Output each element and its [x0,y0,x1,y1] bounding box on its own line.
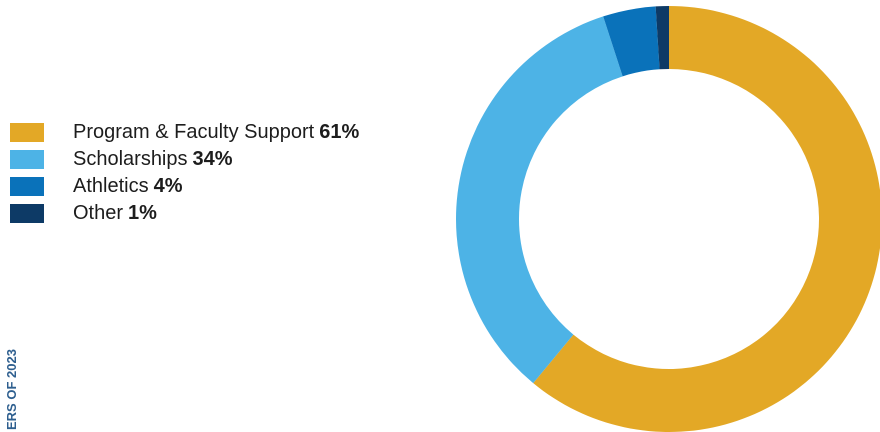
legend-percent: 34% [192,148,233,170]
legend-percent: 4% [153,175,183,197]
donut-slice-program-faculty-support [533,6,880,432]
legend-swatch [10,204,44,223]
legend-swatch [10,177,44,196]
legend-item-program-faculty-support: Program & Faculty Support 61% [10,119,359,146]
legend-item-athletics: Athletics 4% [10,173,359,200]
legend-percent: 1% [128,202,157,224]
legend-label: Other [73,202,124,224]
chart-legend: Program & Faculty Support 61% Scholarship… [10,119,359,227]
legend-item-scholarships: Scholarships 34% [10,146,359,173]
legend-label: Scholarships [73,148,188,170]
legend-swatch [10,150,44,169]
legend-label: Program & Faculty Support [73,121,315,143]
donut-slice-other [655,6,669,70]
legend-percent: 61% [319,121,360,143]
legend-label: Athletics [73,175,149,197]
legend-item-other: Other 1% [10,200,359,227]
legend-swatch [10,123,44,142]
donut-slice-athletics [603,6,660,77]
donut-slice-scholarships [455,16,623,384]
